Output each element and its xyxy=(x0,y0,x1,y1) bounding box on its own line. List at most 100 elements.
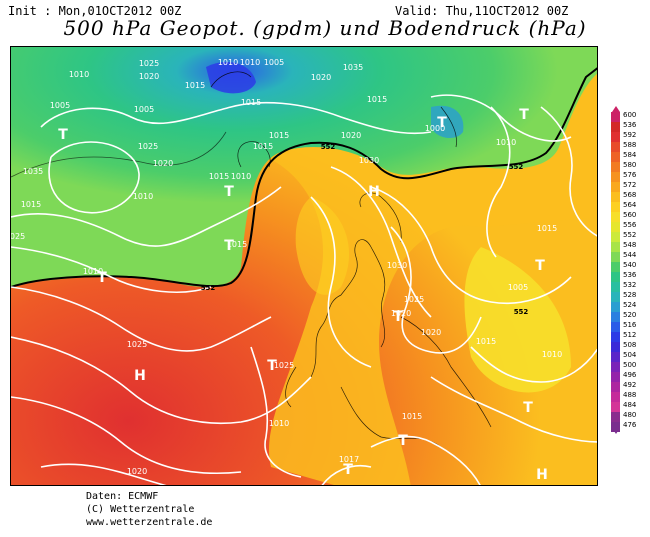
isobar-label: 1010 xyxy=(83,267,103,276)
credits: Daten: ECMWF (C) Wetterzentrale www.wett… xyxy=(86,490,212,529)
high-pressure-symbol: H xyxy=(368,184,380,200)
isobar-label: 1010 xyxy=(240,58,260,67)
legend-label: 560 xyxy=(623,211,637,219)
height-label: 552 xyxy=(509,163,524,171)
isobar-label: 1025 xyxy=(127,340,147,349)
credit-source: Daten: ECMWF xyxy=(86,491,159,502)
legend-label: 572 xyxy=(623,181,637,189)
low-pressure-symbol: T xyxy=(267,358,277,374)
low-pressure-symbol: T xyxy=(523,400,533,416)
legend-swatch xyxy=(611,292,620,302)
legend-label: 548 xyxy=(623,241,637,249)
contour-552 xyxy=(11,67,597,288)
legend-label: 496 xyxy=(623,371,637,379)
legend-label: 480 xyxy=(623,411,637,419)
legend-label: 580 xyxy=(623,161,637,169)
legend-swatch xyxy=(611,412,620,422)
isobar-label: 1000 xyxy=(425,124,445,133)
legend-label: 492 xyxy=(623,381,637,389)
legend-swatch xyxy=(611,262,620,272)
legend-swatch xyxy=(611,122,620,132)
isobar-label: 1025 xyxy=(139,59,159,68)
forecast-map: 1010 1025 1020 1015 1010 1010 1005 1020 1035 1005… xyxy=(10,46,598,486)
legend-swatch xyxy=(611,312,620,322)
isobar-label: 1025 xyxy=(138,142,158,151)
legend-swatch xyxy=(611,142,620,152)
legend-min-arrow xyxy=(612,428,620,434)
cold-core xyxy=(206,62,256,94)
low-pressure-symbol: T xyxy=(437,115,447,131)
isobar-label: 1020 xyxy=(153,159,173,168)
legend-label: 520 xyxy=(623,311,637,319)
isobar-label: 1010 xyxy=(269,419,289,428)
isobar-label: 1015 xyxy=(209,172,229,181)
legend-swatch xyxy=(611,232,620,242)
isobar-label: 1020 xyxy=(311,73,331,82)
isobar-label: 1015 xyxy=(21,200,41,209)
legend-swatch xyxy=(611,282,620,292)
legend-swatch xyxy=(611,342,620,352)
legend-label: 500 xyxy=(623,361,637,369)
legend-swatch xyxy=(611,192,620,202)
coastlines xyxy=(210,71,492,448)
legend-swatch xyxy=(611,242,620,252)
legend-label: 564 xyxy=(623,201,637,209)
low-pressure-symbol: T xyxy=(343,462,353,478)
legend-label: 476 xyxy=(623,421,637,429)
isobar-label: 1010 xyxy=(231,172,251,181)
legend-swatch xyxy=(611,302,620,312)
isobar-label: 1015 xyxy=(537,224,557,233)
legend-swatch xyxy=(611,112,620,122)
isobar-label: 1010 xyxy=(542,350,562,359)
legend-label: 576 xyxy=(623,171,637,179)
isobar-label: 1035 xyxy=(343,63,363,72)
legend-swatch xyxy=(611,272,620,282)
high-pressure-symbol: H xyxy=(134,368,146,384)
cold-pocket xyxy=(431,105,464,139)
credit-website: www.wetterzentrale.de xyxy=(86,517,213,528)
height-label: 552 xyxy=(201,284,216,292)
height-label: 552 xyxy=(321,143,336,151)
legend-label: 516 xyxy=(623,321,637,329)
legend-swatch xyxy=(611,372,620,382)
isobar-label: 1030 xyxy=(387,261,407,270)
credit-copyright: (C) Wetterzentrale xyxy=(86,504,195,515)
legend-label: 552 xyxy=(623,231,637,239)
high-pressure-symbol: H xyxy=(536,467,548,483)
legend-swatch xyxy=(611,402,620,412)
isobar-label: 1025 xyxy=(274,361,294,370)
isobar-label: 1010 xyxy=(69,70,89,79)
color-legend: 600 536 592 588 584 580 576 572 568 564 560 556 552 5… xyxy=(611,111,650,432)
isobar-label: 1010 xyxy=(218,58,238,67)
legend-label: 584 xyxy=(623,151,637,159)
legend-swatch xyxy=(611,132,620,142)
low-pressure-symbol: T xyxy=(97,270,107,286)
low-pressure-symbol: T xyxy=(393,309,403,325)
legend-swatch xyxy=(611,202,620,212)
legend-swatch xyxy=(611,152,620,162)
legend-swatch xyxy=(611,162,620,172)
legend-swatch xyxy=(611,182,620,192)
low-pressure-symbol: T xyxy=(398,433,408,449)
legend-label: 536 xyxy=(623,271,637,279)
legend-swatch xyxy=(611,382,620,392)
isobar-label: 1015 xyxy=(253,142,273,151)
yellow-pocket xyxy=(464,247,571,393)
legend-swatch xyxy=(611,222,620,232)
legend-label: 524 xyxy=(623,301,637,309)
legend-label: 540 xyxy=(623,261,637,269)
legend-label: 592 xyxy=(623,131,637,139)
isobar-label: 1035 xyxy=(23,167,43,176)
legend-swatch xyxy=(611,322,620,332)
legend-label: 504 xyxy=(623,351,637,359)
isobar-label: 1010 xyxy=(496,138,516,147)
legend-label: 600 xyxy=(623,111,637,119)
page-title: 500 hPa Geopot. (gpdm) und Bodendruck (h… xyxy=(63,16,587,40)
legend-label: 508 xyxy=(623,341,637,349)
low-pressure-symbol: T xyxy=(519,107,529,123)
isobar-label: 1015 xyxy=(402,412,422,421)
pressure-symbols: T T T H T T T T H T T T T H T xyxy=(58,107,548,483)
isobar-label: 1030 xyxy=(359,156,379,165)
